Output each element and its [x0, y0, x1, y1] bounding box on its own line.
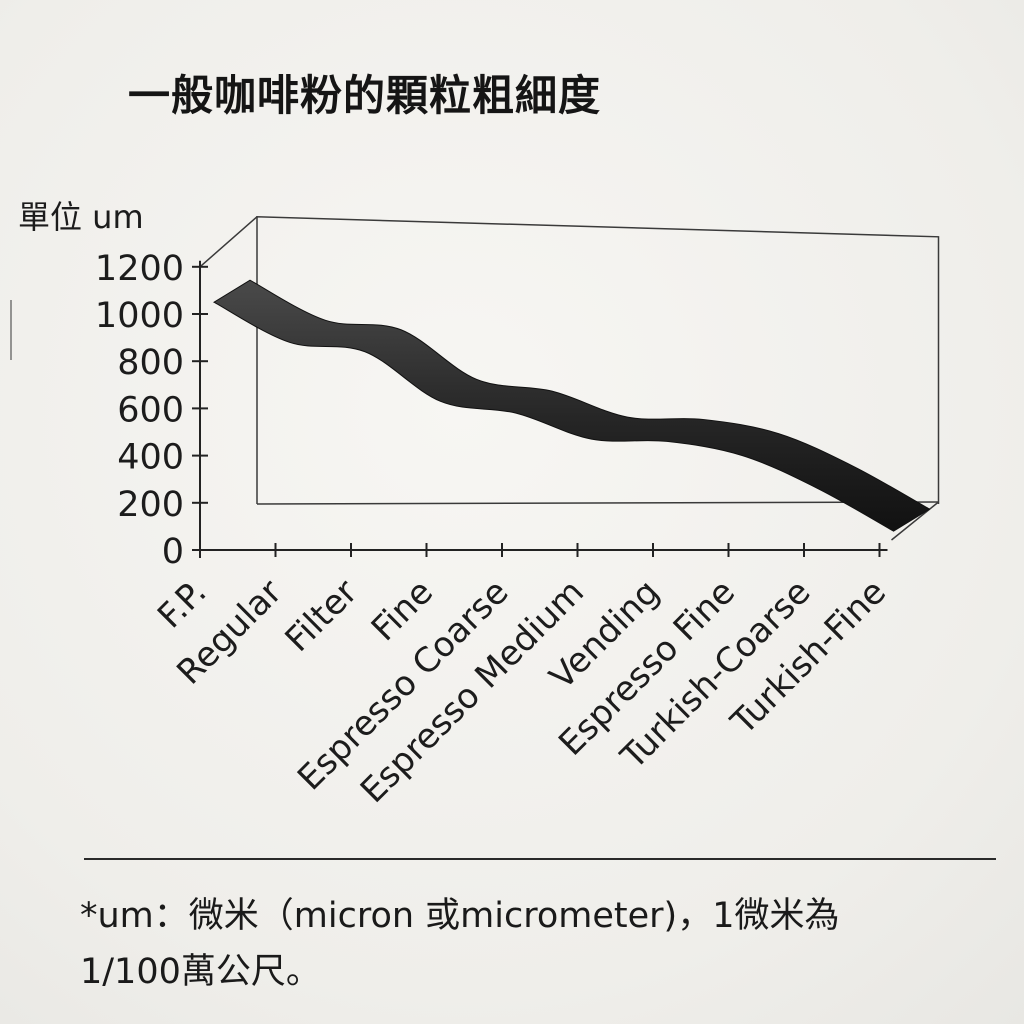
chart-ribbon — [212, 279, 931, 532]
floor-back-edge — [256, 501, 939, 505]
y-tick-label: 1000 — [95, 296, 184, 336]
footnote-divider — [84, 858, 996, 860]
page-edge-mark — [0, 300, 12, 360]
chart-frame — [192, 216, 940, 558]
top-left-depth-edge — [199, 216, 258, 268]
y-tick-label: 400 — [117, 438, 184, 478]
footnote: *um：微米（micron 或micrometer)，1微米為 1/100萬公尺… — [80, 888, 1000, 1000]
floor-right-depth-edge — [891, 501, 939, 541]
grind-size-ribbon — [212, 279, 931, 532]
y-axis-unit-label: 單位 um — [18, 198, 144, 236]
y-tick-label: 1200 — [95, 249, 184, 289]
footnote-line-1: *um：微米（micron 或micrometer)，1微米為 — [80, 896, 840, 936]
y-tick-label: 0 — [162, 532, 184, 572]
y-tick-label: 600 — [117, 390, 184, 430]
y-tick-label: 200 — [117, 485, 184, 525]
x-category-label: F.P. — [150, 572, 214, 636]
back-wall — [256, 216, 940, 504]
coffee-grind-chart: 單位 um020040060080010001200F.P.RegularFil… — [18, 198, 940, 811]
footnote-line-2: 1/100萬公尺。 — [80, 952, 321, 992]
y-tick-label: 800 — [117, 343, 184, 383]
chart-labels: 單位 um020040060080010001200F.P.RegularFil… — [18, 198, 894, 811]
x-category-label: Filter — [278, 572, 366, 660]
chart-title: 一般咖啡粉的顆粒粗細度 — [128, 71, 602, 120]
chart-ticks — [192, 265, 881, 557]
